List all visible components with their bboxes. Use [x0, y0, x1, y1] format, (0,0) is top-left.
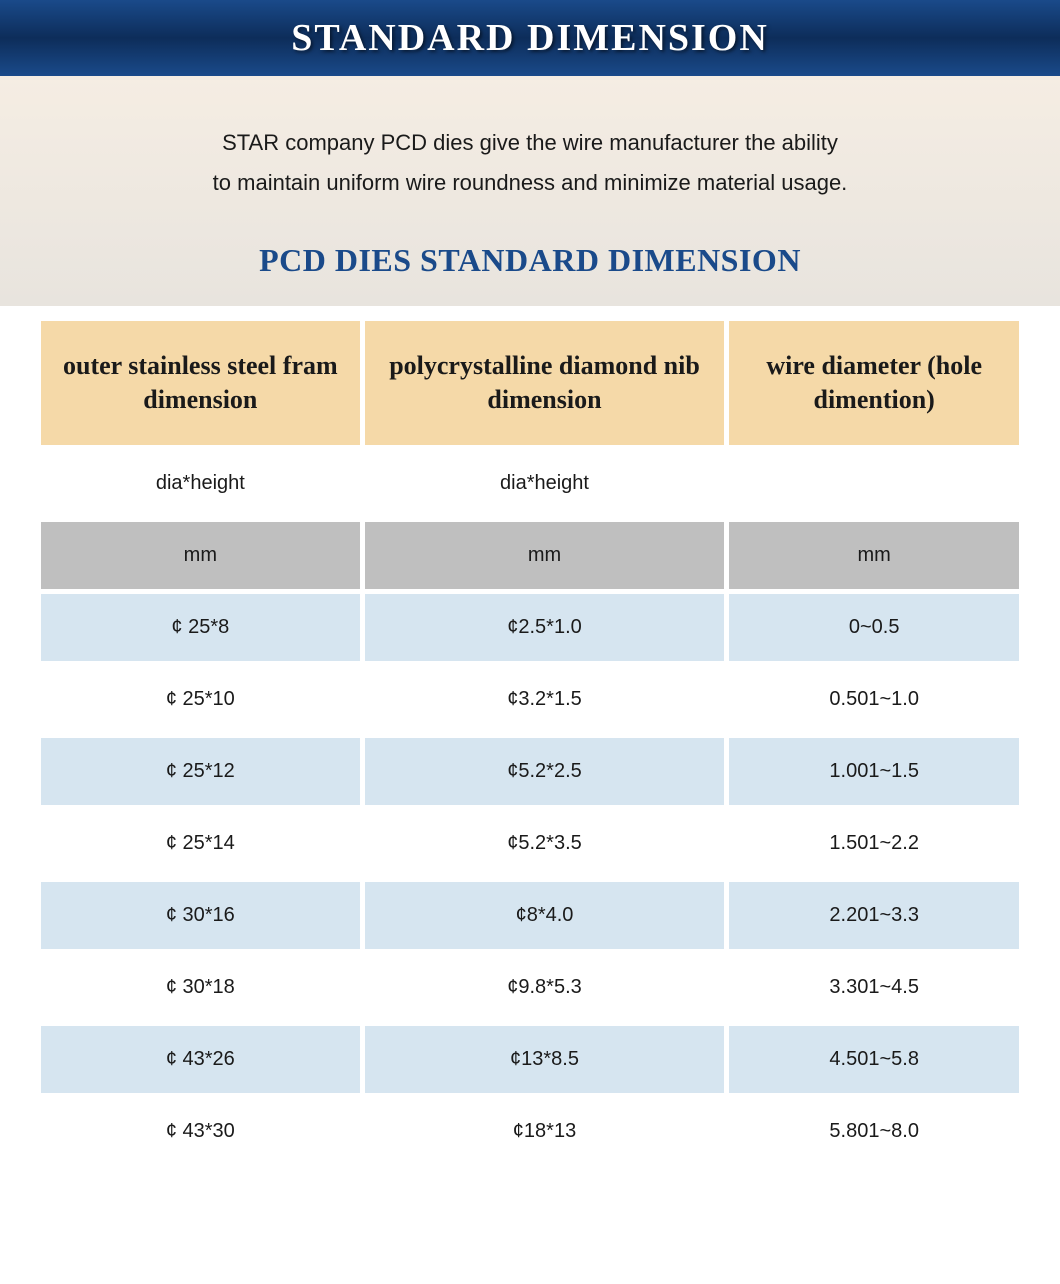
header-col-1: outer stainless steel fram dimension: [41, 321, 360, 445]
dimension-table: outer stainless steel fram dimension pol…: [36, 316, 1024, 1170]
header-col-3: wire diameter (hole dimention): [729, 321, 1019, 445]
cell: ¢18*13: [365, 1098, 725, 1165]
cell: ¢ 25*8: [41, 594, 360, 661]
cell: 5.801~8.0: [729, 1098, 1019, 1165]
intro-text: STAR company PCD dies give the wire manu…: [213, 123, 848, 202]
cell: ¢ 30*16: [41, 882, 360, 949]
cell: 4.501~5.8: [729, 1026, 1019, 1093]
cell: ¢2.5*1.0: [365, 594, 725, 661]
table-row: ¢ 30*18 ¢9.8*5.3 3.301~4.5: [41, 954, 1019, 1021]
subtitle: PCD DIES STANDARD DIMENSION: [259, 242, 801, 279]
cell: ¢ 25*14: [41, 810, 360, 877]
intro-line-2: to maintain uniform wire roundness and m…: [213, 170, 848, 195]
table-header-row: outer stainless steel fram dimension pol…: [41, 321, 1019, 445]
cell: 3.301~4.5: [729, 954, 1019, 1021]
table-row: ¢ 25*10 ¢3.2*1.5 0.501~1.0: [41, 666, 1019, 733]
subhead-col-1: dia*height: [41, 450, 360, 517]
cell: 1.501~2.2: [729, 810, 1019, 877]
cell: ¢9.8*5.3: [365, 954, 725, 1021]
cell: 0~0.5: [729, 594, 1019, 661]
cell: 1.001~1.5: [729, 738, 1019, 805]
cell: ¢ 25*10: [41, 666, 360, 733]
cell: ¢ 25*12: [41, 738, 360, 805]
table-row: ¢ 43*26 ¢13*8.5 4.501~5.8: [41, 1026, 1019, 1093]
unit-col-3: mm: [729, 522, 1019, 589]
unit-col-2: mm: [365, 522, 725, 589]
unit-col-1: mm: [41, 522, 360, 589]
intro-section: STAR company PCD dies give the wire manu…: [0, 76, 1060, 306]
subhead-col-2: dia*height: [365, 450, 725, 517]
cell: ¢5.2*3.5: [365, 810, 725, 877]
cell: ¢8*4.0: [365, 882, 725, 949]
table-row: ¢ 25*8 ¢2.5*1.0 0~0.5: [41, 594, 1019, 661]
cell: ¢ 30*18: [41, 954, 360, 1021]
cell: ¢13*8.5: [365, 1026, 725, 1093]
header-col-2: polycrystalline diamond nib dimension: [365, 321, 725, 445]
cell: 2.201~3.3: [729, 882, 1019, 949]
cell: 0.501~1.0: [729, 666, 1019, 733]
banner: STANDARD DIMENSION: [0, 0, 1060, 76]
table-row: ¢ 25*14 ¢5.2*3.5 1.501~2.2: [41, 810, 1019, 877]
table-row: ¢ 30*16 ¢8*4.0 2.201~3.3: [41, 882, 1019, 949]
intro-line-1: STAR company PCD dies give the wire manu…: [222, 130, 838, 155]
cell: ¢5.2*2.5: [365, 738, 725, 805]
subhead-col-3: [729, 450, 1019, 517]
cell: ¢ 43*30: [41, 1098, 360, 1165]
cell: ¢3.2*1.5: [365, 666, 725, 733]
banner-title: STANDARD DIMENSION: [291, 16, 769, 60]
table-row: ¢ 43*30 ¢18*13 5.801~8.0: [41, 1098, 1019, 1165]
table-row: ¢ 25*12 ¢5.2*2.5 1.001~1.5: [41, 738, 1019, 805]
cell: ¢ 43*26: [41, 1026, 360, 1093]
table-unit-row: mm mm mm: [41, 522, 1019, 589]
table-body: dia*height dia*height mm mm mm ¢ 25*8 ¢2…: [41, 450, 1019, 1165]
table-subhead-row: dia*height dia*height: [41, 450, 1019, 517]
table-container: outer stainless steel fram dimension pol…: [0, 306, 1060, 1210]
